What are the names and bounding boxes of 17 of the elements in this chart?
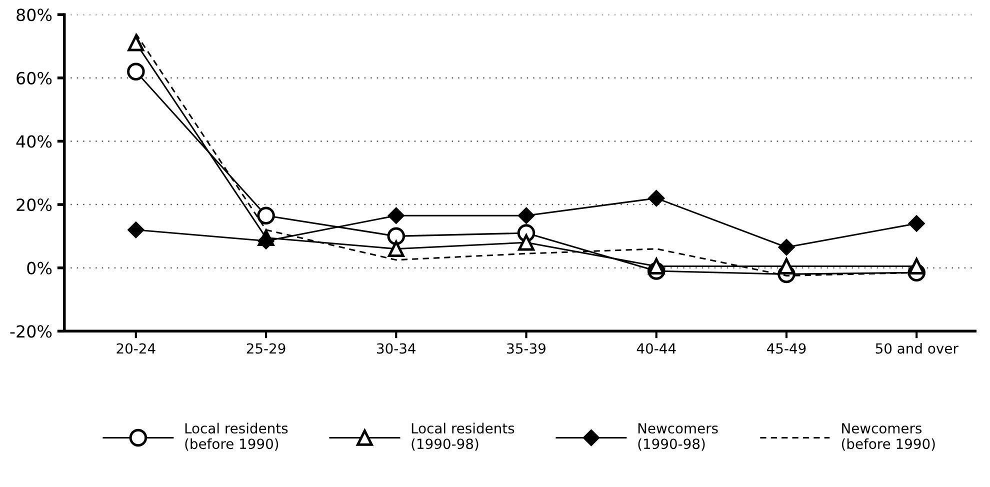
x-tick-label: 30-34 <box>377 343 416 354</box>
y-tick-label: 60% <box>16 72 52 84</box>
y-tick-label: 0% <box>27 262 52 274</box>
x-tick-label: 35-39 <box>507 343 546 354</box>
y-tick-label: 40% <box>16 135 52 148</box>
x-tick-label: 40-44 <box>636 343 676 354</box>
x-tick-label: 20-24 <box>116 343 156 354</box>
x-tick-label: 25-29 <box>246 343 286 354</box>
legend-label: Local residents (1990-98) <box>412 422 514 451</box>
x-tick-label: 50 and over <box>876 342 958 354</box>
x-tick-label: 45-49 <box>766 343 806 354</box>
legend-label: Local residents (before 1990) <box>185 422 288 451</box>
legend-label: Newcomers (1990-98) <box>638 423 718 451</box>
legend-label: Newcomers (before 1990) <box>842 423 935 451</box>
y-tick-label: -20% <box>10 325 52 338</box>
y-tick-label: 20% <box>16 198 52 212</box>
y-tick-label: 80% <box>16 8 52 22</box>
